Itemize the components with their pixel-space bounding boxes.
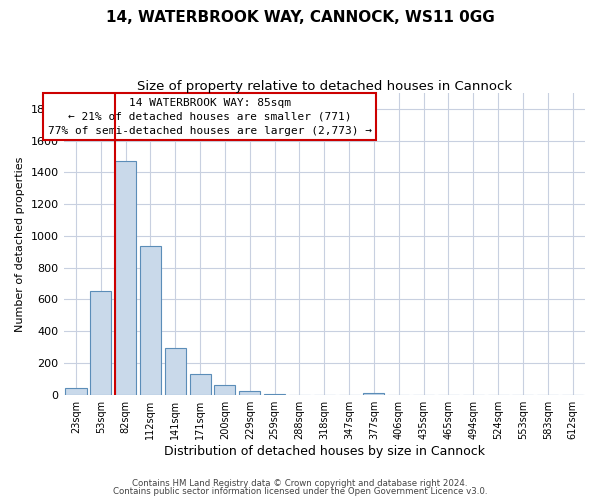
Text: 14 WATERBROOK WAY: 85sqm
← 21% of detached houses are smaller (771)
77% of semi-: 14 WATERBROOK WAY: 85sqm ← 21% of detach… xyxy=(47,98,371,136)
Title: Size of property relative to detached houses in Cannock: Size of property relative to detached ho… xyxy=(137,80,512,93)
X-axis label: Distribution of detached houses by size in Cannock: Distribution of detached houses by size … xyxy=(164,444,485,458)
Text: Contains HM Land Registry data © Crown copyright and database right 2024.: Contains HM Land Registry data © Crown c… xyxy=(132,478,468,488)
Bar xyxy=(364,393,385,394)
Bar xyxy=(115,162,136,394)
Y-axis label: Number of detached properties: Number of detached properties xyxy=(15,156,25,332)
Bar xyxy=(140,246,161,394)
Bar xyxy=(90,292,112,395)
Bar xyxy=(214,384,235,394)
Text: Contains public sector information licensed under the Open Government Licence v3: Contains public sector information licen… xyxy=(113,487,487,496)
Bar xyxy=(65,388,86,394)
Bar xyxy=(239,391,260,394)
Bar xyxy=(165,348,186,395)
Text: 14, WATERBROOK WAY, CANNOCK, WS11 0GG: 14, WATERBROOK WAY, CANNOCK, WS11 0GG xyxy=(106,10,494,25)
Bar xyxy=(190,374,211,394)
